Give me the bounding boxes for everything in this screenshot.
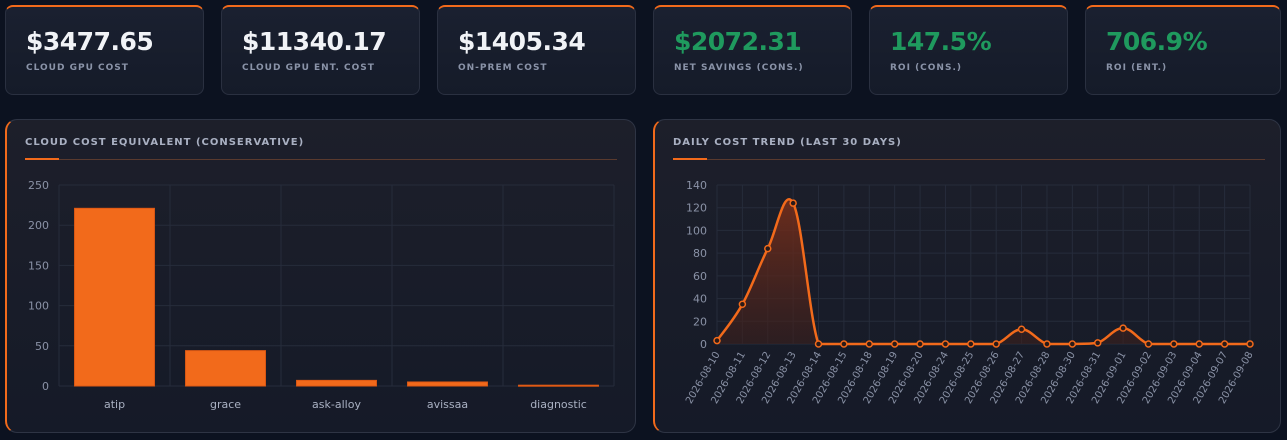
y-tick-label: 140	[686, 179, 707, 192]
data-point	[967, 340, 975, 348]
data-point	[1170, 340, 1178, 348]
data-point	[789, 199, 797, 207]
data-point	[713, 336, 721, 345]
bar-ask-alloy	[296, 379, 377, 387]
y-tick-label: 200	[28, 219, 49, 232]
area-fill	[717, 199, 1250, 344]
kpi-label: CLOUD GPU ENT. COST	[242, 63, 375, 73]
y-tick-label: 0	[700, 338, 707, 351]
data-point	[1119, 324, 1127, 332]
x-tick-label: atip	[104, 398, 125, 411]
bar-atip	[74, 207, 155, 387]
panel-divider	[25, 159, 617, 160]
data-point	[764, 244, 772, 253]
data-point	[1246, 340, 1254, 348]
kpi-card-net-savings: $2072.31 NET SAVINGS (CONS.)	[653, 5, 852, 95]
kpi-value: 706.9%	[1106, 27, 1208, 56]
y-tick-label: 40	[693, 293, 707, 306]
y-tick-label: 120	[686, 202, 707, 215]
y-tick-label: 50	[35, 340, 49, 353]
y-tick-label: 250	[28, 179, 49, 192]
kpi-card-cloud-gpu-cost: $3477.65 CLOUD GPU COST	[5, 5, 204, 95]
kpi-value: $11340.17	[242, 27, 387, 56]
kpi-label: ROI (ENT.)	[1106, 63, 1168, 73]
data-point	[890, 340, 899, 348]
x-tick-label: avissaa	[427, 398, 468, 411]
kpi-card-on-prem-cost: $1405.34 ON-PREM COST	[437, 5, 636, 95]
data-point	[865, 340, 874, 348]
data-point	[1195, 340, 1203, 348]
data-point	[1017, 325, 1026, 333]
x-tick-label: ask-alloy	[312, 398, 361, 411]
y-tick-label: 0	[42, 380, 49, 393]
data-point	[916, 340, 924, 348]
x-tick-label: diagnostic	[530, 398, 587, 411]
data-point	[1220, 340, 1229, 348]
bar-grace	[185, 350, 266, 387]
panel-divider-accent	[25, 158, 59, 160]
panel-divider	[673, 159, 1265, 160]
kpi-card-roi-cons: 147.5% ROI (CONS.)	[869, 5, 1068, 95]
bar-chart: 0 50 100 150 200 250 atip grace ask-alloy avissaa…	[28, 179, 615, 411]
data-point	[941, 340, 950, 348]
kpi-label: NET SAVINGS (CONS.)	[674, 63, 804, 73]
kpi-label: ROI (CONS.)	[890, 63, 962, 73]
data-point	[1068, 340, 1077, 348]
x-tick-label: grace	[210, 398, 241, 411]
y-tick-label: 100	[686, 224, 707, 237]
kpi-card-cloud-gpu-ent-cost: $11340.17 CLOUD GPU ENT. COST	[221, 5, 420, 95]
panel-title: DAILY COST TREND (LAST 30 DAYS)	[673, 137, 902, 148]
panel-divider-accent	[673, 158, 707, 160]
y-tick-label: 20	[693, 315, 707, 328]
y-tick-label: 60	[693, 270, 707, 283]
kpi-value: $1405.34	[458, 27, 586, 56]
kpi-label: CLOUD GPU COST	[26, 63, 129, 73]
bar-diagnostic	[518, 384, 599, 387]
data-point	[814, 340, 823, 348]
y-tick-label: 100	[28, 300, 49, 313]
data-point	[1043, 340, 1051, 348]
panel-title: CLOUD COST EQUIVALENT (CONSERVATIVE)	[25, 137, 305, 148]
line-chart: 0204060801001201402026-08-102026-08-1120…	[684, 179, 1256, 406]
data-point	[738, 300, 747, 308]
kpi-label: ON-PREM COST	[458, 63, 548, 73]
data-point	[992, 340, 1000, 348]
kpi-value: $3477.65	[26, 27, 154, 56]
kpi-card-roi-ent: 706.9% ROI (ENT.)	[1085, 5, 1281, 95]
kpi-value: $2072.31	[674, 27, 802, 56]
bar-avissaa	[407, 381, 488, 387]
data-point	[1093, 339, 1102, 347]
y-tick-label: 80	[693, 247, 707, 260]
y-tick-label: 150	[28, 259, 49, 272]
cloud-cost-panel: CLOUD COST EQUIVALENT (CONSERVATIVE) 0 50…	[5, 119, 636, 433]
data-point	[1144, 340, 1153, 348]
data-point	[840, 340, 848, 348]
daily-trend-panel: DAILY COST TREND (LAST 30 DAYS) 0 20 40 60 8…	[653, 119, 1281, 433]
kpi-value: 147.5%	[890, 27, 992, 56]
